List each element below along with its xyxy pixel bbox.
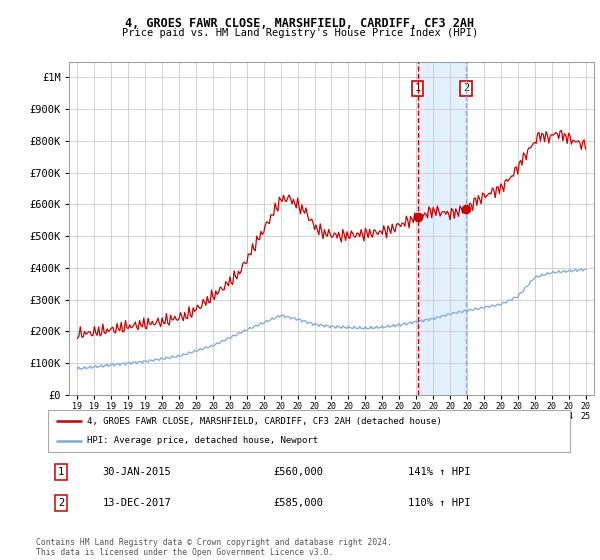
Text: £585,000: £585,000 xyxy=(274,498,323,507)
Text: 1: 1 xyxy=(58,467,64,477)
Text: Contains HM Land Registry data © Crown copyright and database right 2024.
This d: Contains HM Land Registry data © Crown c… xyxy=(36,538,392,557)
Text: £560,000: £560,000 xyxy=(274,467,323,477)
Text: 13-DEC-2017: 13-DEC-2017 xyxy=(103,498,171,507)
Text: 2: 2 xyxy=(58,498,64,507)
Text: 4, GROES FAWR CLOSE, MARSHFIELD, CARDIFF, CF3 2AH: 4, GROES FAWR CLOSE, MARSHFIELD, CARDIFF… xyxy=(125,17,475,30)
FancyBboxPatch shape xyxy=(48,410,570,452)
Text: HPI: Average price, detached house, Newport: HPI: Average price, detached house, Newp… xyxy=(87,436,318,445)
Text: 141% ↑ HPI: 141% ↑ HPI xyxy=(408,467,471,477)
Point xyxy=(461,205,471,214)
Text: 110% ↑ HPI: 110% ↑ HPI xyxy=(408,498,471,507)
Text: 4, GROES FAWR CLOSE, MARSHFIELD, CARDIFF, CF3 2AH (detached house): 4, GROES FAWR CLOSE, MARSHFIELD, CARDIFF… xyxy=(87,417,442,426)
Text: 1: 1 xyxy=(415,83,421,94)
Text: 2: 2 xyxy=(463,83,469,94)
Point xyxy=(413,213,422,222)
Bar xyxy=(418,62,466,395)
Text: Price paid vs. HM Land Registry's House Price Index (HPI): Price paid vs. HM Land Registry's House … xyxy=(122,28,478,38)
Text: 30-JAN-2015: 30-JAN-2015 xyxy=(103,467,171,477)
